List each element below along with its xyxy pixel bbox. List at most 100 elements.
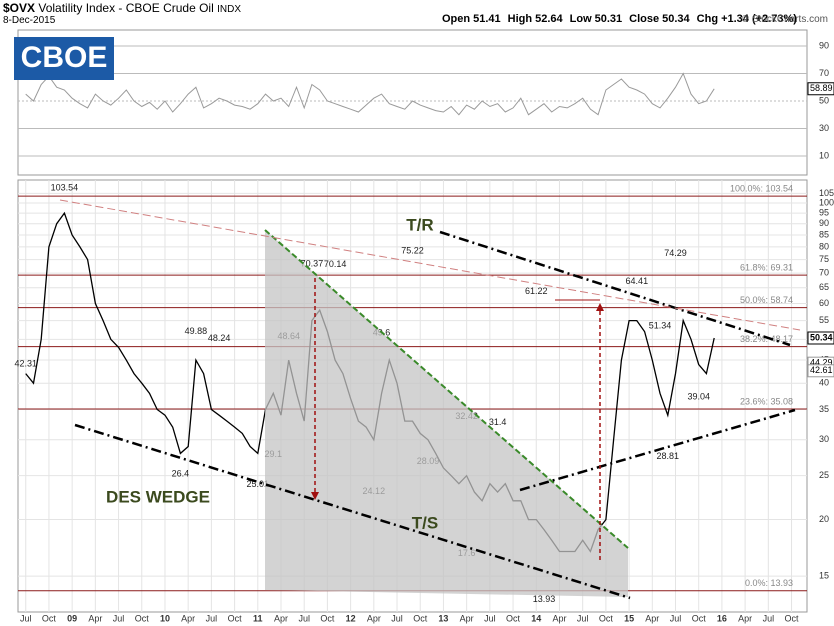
- label-wedge: DES WEDGE: [106, 487, 210, 506]
- x-tick-label: Jul: [113, 613, 125, 623]
- x-tick-label: 14: [531, 613, 541, 623]
- point-label: 25.01: [247, 479, 270, 489]
- rsi-frame: [17, 29, 808, 176]
- x-tick-label: Jul: [484, 613, 496, 623]
- y-tick-label: 60: [819, 298, 829, 308]
- point-label: 103.54: [51, 183, 79, 193]
- quote-label: High: [507, 13, 533, 25]
- point-label: 64.41: [626, 276, 649, 286]
- resistance-line: [439, 230, 791, 347]
- fib-label: 0.0%: 13.93: [745, 578, 793, 588]
- x-tick-label: 09: [67, 613, 77, 623]
- last-value-label: 50.34: [810, 332, 833, 342]
- y-tick-label: 40: [819, 378, 829, 388]
- x-tick-label: 11: [253, 613, 263, 623]
- point-label: 26.4: [172, 468, 190, 478]
- wedge-shade: [265, 230, 628, 597]
- quote-value: 50.31: [594, 13, 623, 25]
- quote-label: Chg: [696, 13, 719, 25]
- credit: © StockCharts.com: [741, 14, 828, 25]
- x-tick-label: Oct: [42, 613, 57, 623]
- x-tick-label: Oct: [320, 613, 335, 623]
- support-line: [74, 423, 631, 600]
- y-tick-label: 85: [819, 229, 829, 239]
- fib-label: 61.8%: 69.31: [740, 262, 793, 272]
- point-label: 70.14: [324, 259, 347, 269]
- x-tick-label: 15: [624, 613, 634, 623]
- last-value-label: 58.89: [810, 83, 833, 93]
- x-tick-label: Jul: [763, 613, 775, 623]
- symbol: $OVX: [3, 1, 36, 15]
- x-tick-label: Jul: [298, 613, 310, 623]
- date: 8-Dec-2015: [3, 15, 56, 26]
- last-value-label: 42.61: [810, 365, 833, 375]
- last-value-label: 44.29: [810, 358, 833, 368]
- x-tick-label: Apr: [552, 613, 566, 623]
- quote-label: Close: [629, 13, 660, 25]
- fib-label: 38.2%: 48.17: [740, 334, 793, 344]
- title: $OVX Volatility Index - CBOE Crude Oil I…: [3, 1, 241, 15]
- x-tick-label: Jul: [20, 613, 32, 623]
- x-tick-label: 16: [717, 613, 727, 623]
- price-line: [25, 72, 715, 116]
- red-trendline: [59, 199, 801, 331]
- x-tick-label: Oct: [413, 613, 428, 623]
- label-tr: T/R: [406, 215, 433, 234]
- x-tick-label: Apr: [88, 613, 102, 623]
- x-tick-label: Jul: [670, 613, 682, 623]
- fib-label: 100.0%: 103.54: [730, 184, 793, 194]
- x-tick-label: Apr: [738, 613, 752, 623]
- quote-value: 52.64: [535, 13, 563, 25]
- x-tick-label: Jul: [206, 613, 218, 623]
- quote-value: 51.41: [473, 13, 501, 25]
- exchange: INDX: [217, 4, 242, 15]
- last-value-box: [807, 331, 834, 345]
- arrow-head: [311, 492, 319, 500]
- y-tick-label: 30: [819, 123, 829, 133]
- point-label: 49.88: [185, 326, 208, 336]
- point-label: 39.04: [687, 391, 710, 401]
- x-tick-label: Apr: [181, 613, 195, 623]
- y-tick-label: 95: [819, 207, 829, 217]
- point-label: 28.81: [656, 451, 679, 461]
- x-tick-label: 12: [346, 613, 356, 623]
- y-tick-label: 30: [819, 434, 829, 444]
- last-value-box: [807, 364, 834, 378]
- logo: CBOE: [21, 41, 108, 74]
- arrow-head: [596, 303, 604, 311]
- point-label: 74.29: [664, 248, 687, 258]
- x-tick-label: Oct: [692, 613, 707, 623]
- y-tick-label: 35: [819, 404, 829, 414]
- quote: Open 51.41 High 52.64 Low 50.31 Close 50.34 Chg +…: [442, 13, 804, 25]
- x-tick-label: Oct: [506, 613, 521, 623]
- name: Volatility Index - CBOE Crude Oil: [38, 1, 214, 15]
- x-tick-label: Oct: [785, 613, 800, 623]
- point-label: 70.37: [301, 258, 324, 268]
- fib-label: 23.6%: 35.08: [740, 396, 793, 406]
- logo-box: [14, 37, 114, 80]
- x-tick-label: Apr: [274, 613, 288, 623]
- x-tick-label: Apr: [460, 613, 474, 623]
- point-label: 61.22: [525, 286, 548, 296]
- y-tick-label: 10: [819, 150, 829, 160]
- fib-label: 50.0%: 58.74: [740, 295, 793, 305]
- point-label: 51.34: [649, 321, 672, 331]
- y-tick-label: 20: [819, 514, 829, 524]
- x-tick-label: Apr: [645, 613, 659, 623]
- x-tick-label: Oct: [599, 613, 614, 623]
- y-tick-label: 70: [819, 68, 829, 78]
- x-tick-label: Oct: [135, 613, 150, 623]
- y-tick-label: 55: [819, 315, 829, 325]
- y-tick-label: 100: [819, 197, 834, 207]
- price-frame: [17, 179, 808, 613]
- quote-value: +1.34 (+2.73%): [721, 13, 797, 25]
- point-label: 75.22: [401, 245, 424, 255]
- quote-value: 50.34: [662, 13, 690, 25]
- y-tick-label: 90: [819, 40, 829, 50]
- y-tick-label: 65: [819, 282, 829, 292]
- y-tick-label: 105: [819, 188, 834, 198]
- rising-line: [519, 408, 796, 492]
- point-label: 42.31: [14, 359, 37, 369]
